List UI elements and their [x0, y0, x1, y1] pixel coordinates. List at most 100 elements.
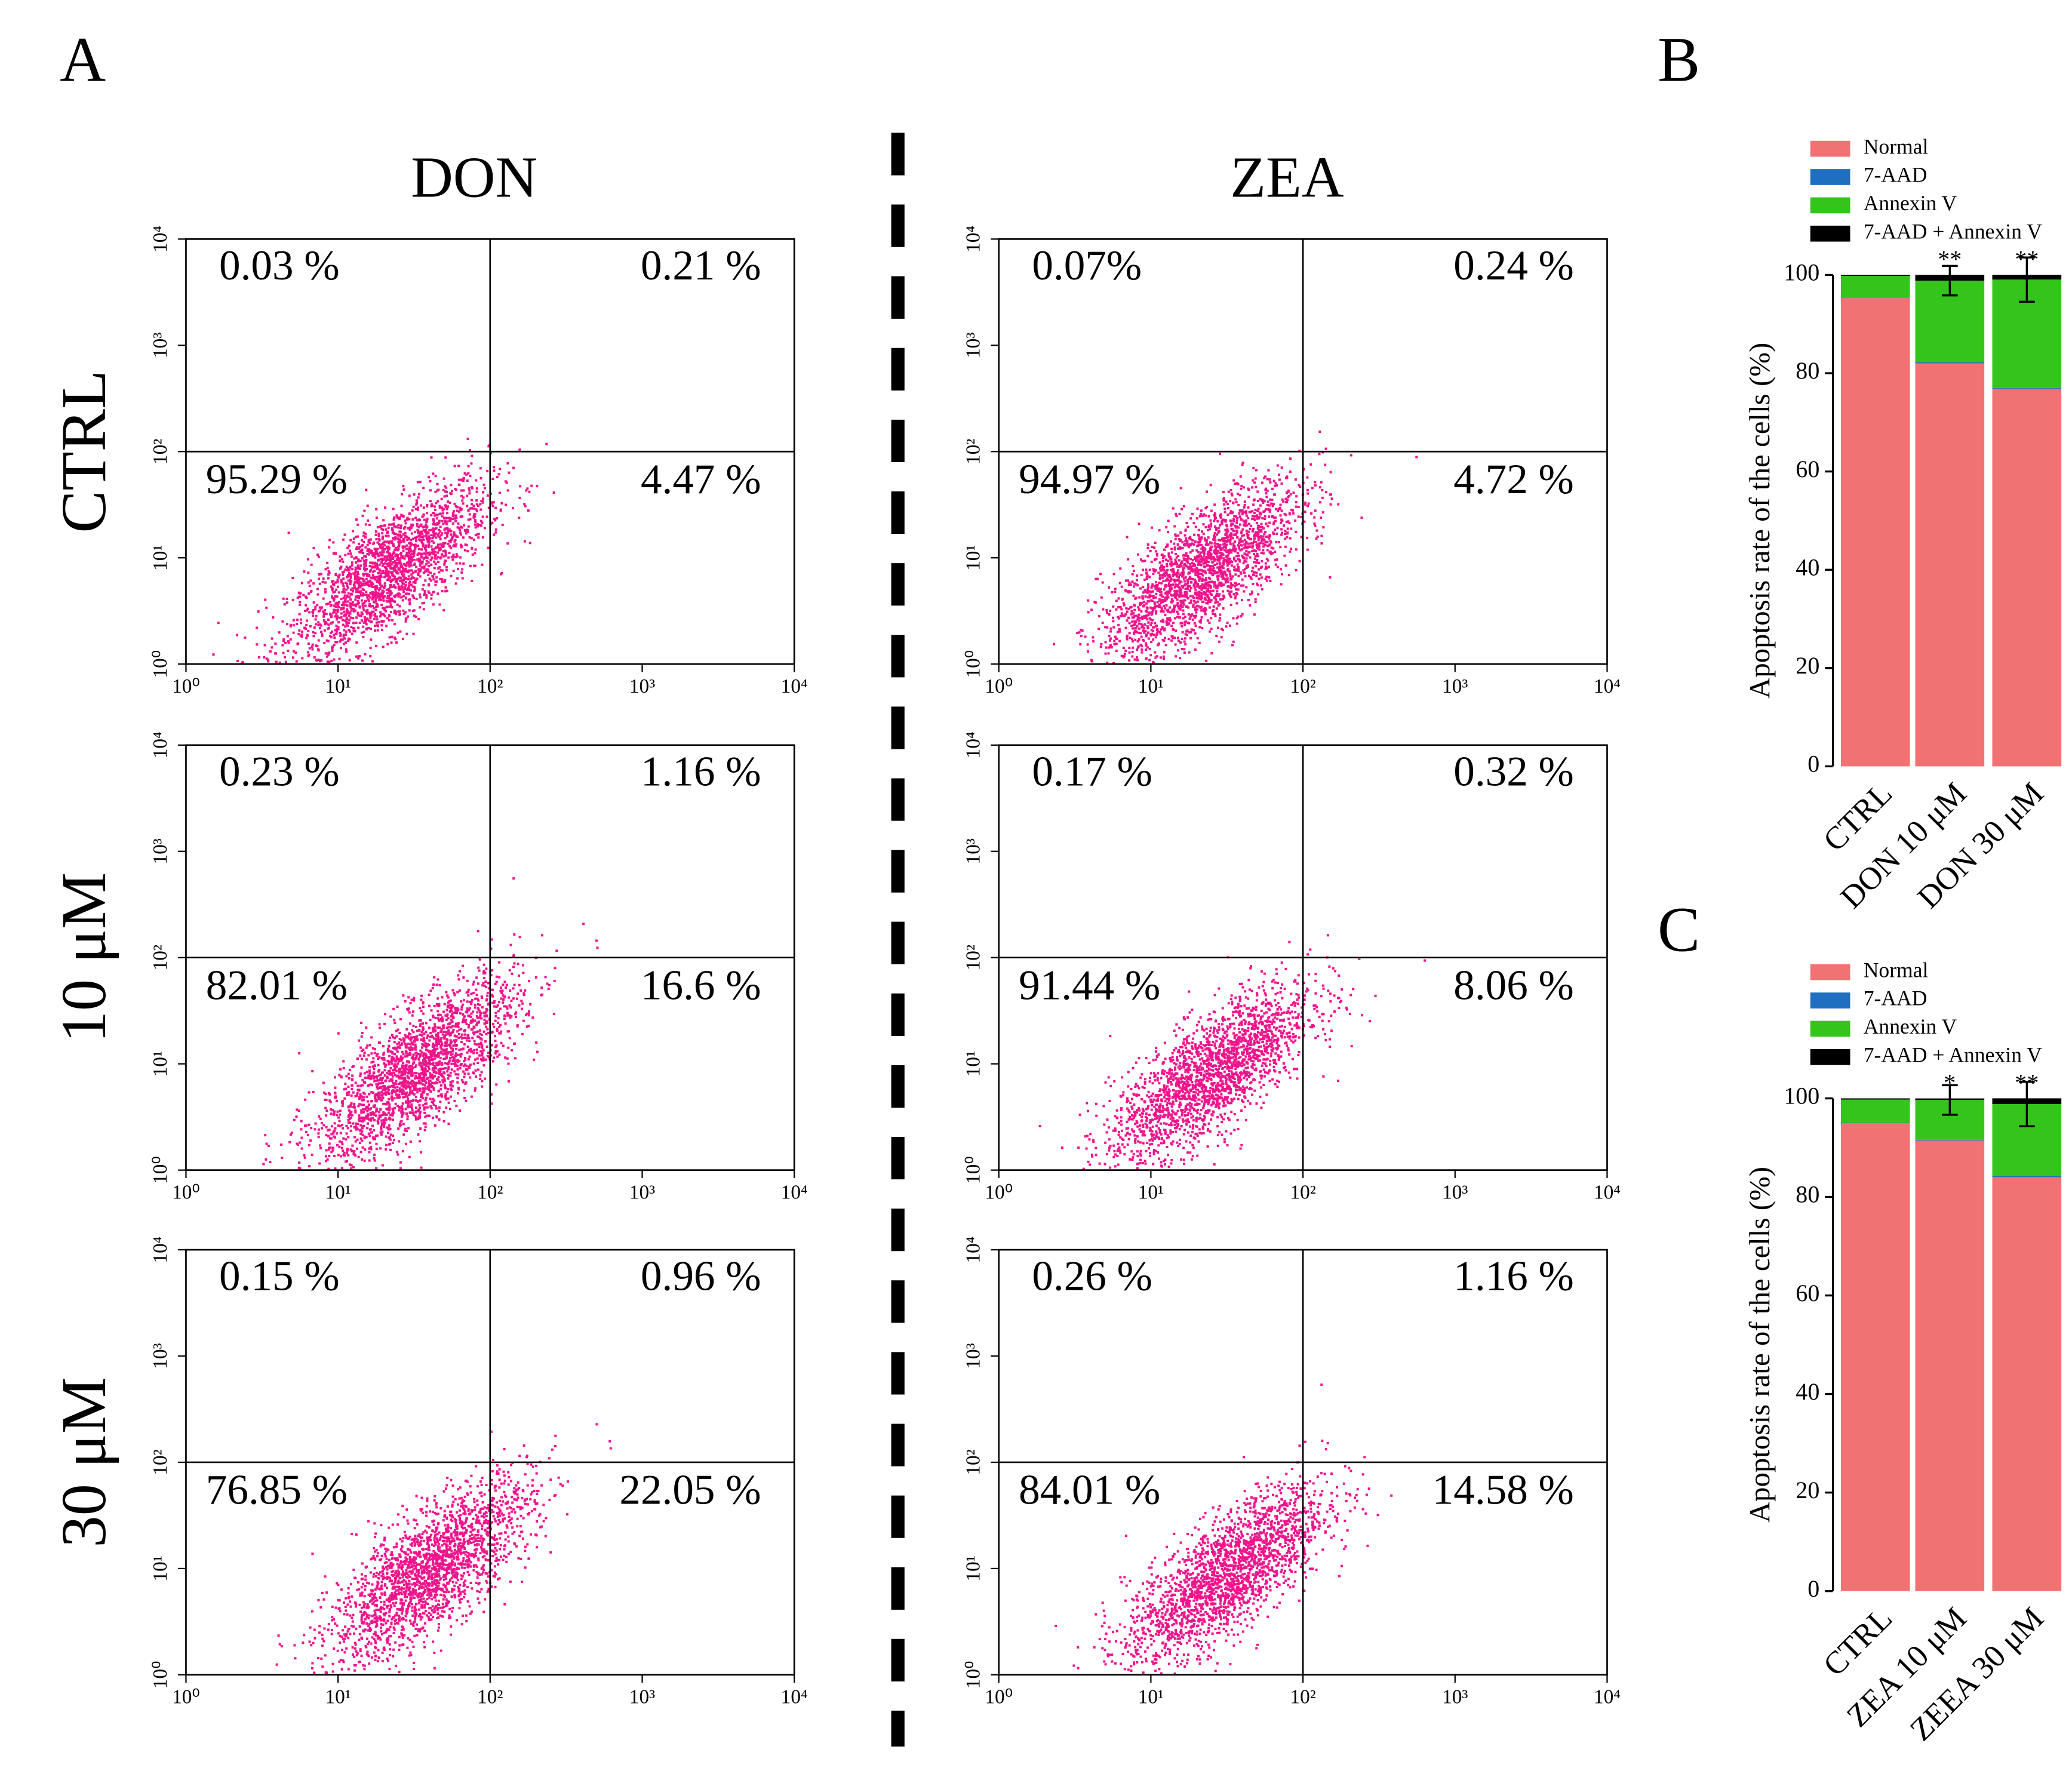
event-dot [372, 610, 375, 613]
event-dot [393, 623, 396, 626]
event-dot [1287, 520, 1290, 523]
event-dot [453, 1041, 456, 1044]
event-dot [316, 554, 319, 557]
event-dot [366, 1100, 369, 1103]
event-dot [345, 630, 348, 633]
y-tick-label: 10² [149, 439, 171, 465]
event-dot [307, 651, 310, 654]
event-dot [1143, 559, 1146, 562]
event-dot [1174, 562, 1177, 565]
event-dot [1226, 564, 1229, 567]
event-dot [1272, 503, 1275, 506]
event-dot [1184, 529, 1187, 532]
event-dot [1225, 543, 1228, 546]
event-dot [1131, 573, 1134, 576]
event-dot [429, 579, 432, 582]
event-dot [1258, 517, 1261, 520]
event-dot [349, 583, 352, 586]
event-dot [1189, 587, 1192, 590]
event-dot [403, 586, 406, 589]
event-dot [398, 1083, 401, 1086]
event-dot [331, 1146, 334, 1149]
event-dot [293, 650, 296, 653]
event-dot [395, 571, 398, 574]
event-dot [487, 546, 490, 549]
event-dot [404, 519, 407, 522]
event-dot [1220, 521, 1223, 524]
event-dot [436, 592, 439, 595]
event-dot [1129, 637, 1132, 639]
event-dot [430, 534, 433, 537]
event-dot [1138, 638, 1140, 641]
x-tick-label: 10¹ [325, 675, 351, 697]
event-dot [1186, 597, 1189, 600]
event-dot [413, 588, 416, 591]
event-dot [444, 550, 447, 553]
event-dot [236, 660, 239, 663]
event-dot [402, 515, 405, 518]
event-dot [322, 610, 325, 613]
event-dot [325, 639, 328, 642]
event-dot [1212, 613, 1215, 616]
event-dot [1166, 623, 1169, 626]
event-dot [1216, 555, 1219, 558]
event-dot [1299, 485, 1302, 488]
event-dot [357, 596, 360, 599]
event-dot [1232, 547, 1235, 550]
event-dot [364, 1108, 367, 1111]
event-dot [399, 553, 402, 556]
event-dot [1284, 497, 1287, 500]
event-dot [1200, 509, 1203, 512]
event-dot [528, 542, 531, 545]
event-dot [404, 620, 407, 623]
event-dot [1265, 491, 1268, 494]
event-dot [1151, 583, 1154, 586]
event-dot [1262, 542, 1265, 545]
event-dot [348, 1091, 351, 1094]
event-dot [434, 490, 437, 493]
event-dot [441, 580, 444, 583]
event-dot [340, 638, 343, 641]
event-dot [1240, 510, 1243, 513]
event-dot [377, 532, 380, 535]
event-dot [1210, 558, 1213, 561]
event-dot [393, 636, 396, 639]
event-dot [1276, 565, 1279, 568]
event-dot [386, 562, 389, 565]
event-dot [1229, 577, 1232, 580]
event-dot [428, 1063, 431, 1066]
event-dot [386, 642, 389, 645]
event-dot [303, 1156, 306, 1159]
event-dot [456, 568, 459, 571]
event-dot [312, 614, 315, 617]
event-dot [425, 536, 428, 539]
event-dot [1141, 596, 1144, 599]
event-dot [372, 555, 375, 558]
event-dot [1244, 546, 1247, 549]
event-dot [531, 1016, 534, 1019]
event-dot [392, 557, 395, 560]
event-dot [402, 594, 405, 597]
event-dot [1188, 537, 1191, 540]
event-dot [1268, 537, 1271, 540]
event-dot [1171, 608, 1174, 611]
event-dot [1201, 549, 1204, 552]
event-dot [1208, 597, 1211, 599]
event-dot [419, 561, 422, 564]
event-dot [449, 517, 452, 520]
event-dot [339, 633, 342, 636]
event-dot [385, 625, 388, 628]
event-dot [1147, 613, 1150, 616]
event-dot [1258, 548, 1261, 551]
event-dot [359, 1132, 362, 1135]
event-dot [367, 519, 370, 522]
event-dot [300, 1136, 303, 1139]
event-dot [336, 618, 339, 621]
event-dot [1223, 537, 1226, 540]
event-dot [405, 548, 408, 551]
event-dot [1306, 536, 1309, 539]
event-dot [1138, 613, 1140, 616]
event-dot [1149, 599, 1152, 602]
event-dot [310, 590, 313, 593]
event-dot [1280, 466, 1283, 469]
